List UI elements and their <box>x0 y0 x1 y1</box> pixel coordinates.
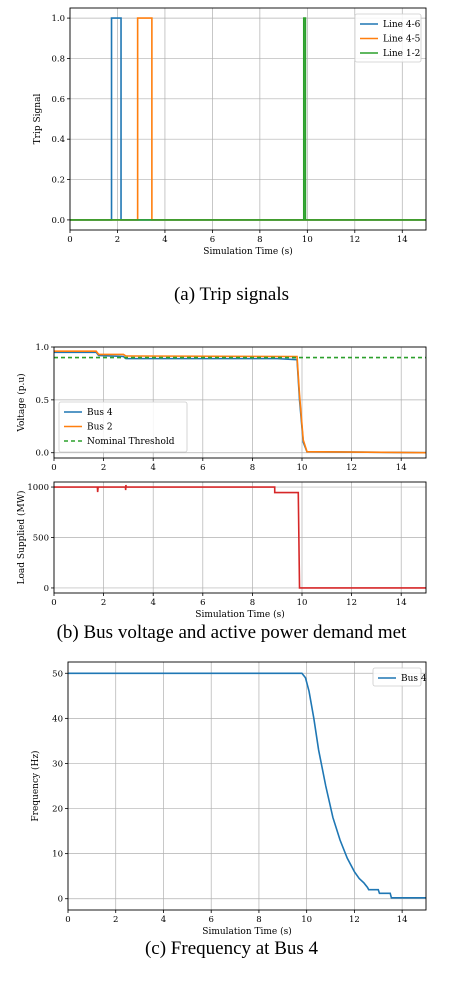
y-tick-label: 1.0 <box>51 14 65 24</box>
x-tick-label: 0 <box>51 463 56 473</box>
legend-box <box>372 667 422 687</box>
series-line-bus-2 <box>54 350 427 454</box>
plot-frame <box>67 661 427 911</box>
x-tick-label: 10 <box>301 915 312 925</box>
y-axis-label: Trip Signal <box>33 94 43 145</box>
plot-frame <box>53 346 427 459</box>
legend-label-line-4-5: Line 4-5 <box>383 35 421 45</box>
x-tick-label: 14 <box>396 598 407 608</box>
x-tick-label: 6 <box>208 915 213 925</box>
x-tick-label: 14 <box>397 235 408 245</box>
caption-bus-voltage: (b) Bus voltage and active power demand … <box>56 622 407 643</box>
load-supplied-chart: 0 2 4 6 8 10 12 14 0 500 1000 Simulation Time (s) Lo… <box>16 481 427 620</box>
x-tick-label: 2 <box>113 915 118 925</box>
grid-lines <box>67 662 426 910</box>
series-line-load-supplied <box>54 484 426 589</box>
plot-frame <box>69 7 427 231</box>
y-tick-label: 0.2 <box>51 176 65 186</box>
x-tick-label: 0 <box>65 915 70 925</box>
frequency-chart: 0 2 4 6 8 10 12 14 0 10 20 30 40 50 Simulation Time (s… <box>30 661 427 937</box>
x-tick-label: 12 <box>346 463 357 473</box>
y-tick-label: 20 <box>52 805 63 815</box>
x-tick-label: 8 <box>250 598 255 608</box>
y-tick-label: 50 <box>52 669 63 679</box>
y-tick-label: 0.6 <box>51 95 65 105</box>
legend-box <box>58 401 188 453</box>
y-tick-label: 0.4 <box>51 135 65 145</box>
x-axis-label: Simulation Time (s) <box>203 246 292 257</box>
y-tick-label: 1000 <box>27 483 49 493</box>
legend-label-bus-2: Bus 2 <box>87 423 113 433</box>
legend-box <box>354 13 422 63</box>
x-tick-label: 4 <box>150 598 155 608</box>
x-tick-label: 6 <box>210 235 215 245</box>
legend-label-line-1-2: Line 1-2 <box>383 49 420 59</box>
y-tick-label: 1.0 <box>35 343 49 353</box>
series-line-bus-4 <box>68 672 426 899</box>
x-tick-label: 12 <box>346 598 357 608</box>
y-axis-label: Load Supplied (MW) <box>16 490 27 584</box>
y-tick-label: 0.0 <box>35 449 49 459</box>
y-tick-label: 500 <box>33 534 49 544</box>
y-tick-label: 40 <box>52 714 63 724</box>
legend-label-line-4-6: Line 4-6 <box>383 20 421 30</box>
y-tick-label: 0 <box>44 584 49 594</box>
x-tick-label: 12 <box>349 915 360 925</box>
x-tick-label: 12 <box>349 235 360 245</box>
x-tick-label: 6 <box>200 598 205 608</box>
x-tick-label: 8 <box>256 915 261 925</box>
x-tick-label: 0 <box>67 235 72 245</box>
legend: Bus 4 <box>372 667 427 687</box>
x-tick-label: 4 <box>162 235 167 245</box>
x-tick-label: 6 <box>200 463 205 473</box>
y-tick-label: 30 <box>52 759 63 769</box>
x-tick-label: 2 <box>101 598 106 608</box>
x-axis-label: Simulation Time (s) <box>202 926 291 937</box>
x-tick-label: 2 <box>101 463 106 473</box>
y-axis-label: Frequency (Hz) <box>30 750 41 821</box>
legend-label-bus-4: Bus 4 <box>401 674 427 684</box>
y-tick-label: 0.8 <box>51 54 65 64</box>
series-line-line-1-2 <box>70 17 426 221</box>
legend: Bus 4 Bus 2 Nominal Threshold <box>58 401 188 453</box>
y-tick-label: 0 <box>58 895 63 905</box>
legend-label-nominal-threshold: Nominal Threshold <box>87 437 175 447</box>
y-tick-label: 10 <box>52 850 63 860</box>
x-axis-label: Simulation Time (s) <box>195 609 284 620</box>
y-tick-label: 0.5 <box>35 396 49 406</box>
grid-lines <box>53 482 426 593</box>
legend-label-bus-4: Bus 4 <box>87 408 113 418</box>
x-tick-label: 14 <box>396 463 407 473</box>
trip-signal-chart: 0 2 4 6 8 10 12 14 0.0 0.2 0.4 0.6 0.8 1.0 Simulation … <box>33 7 427 257</box>
x-tick-label: 14 <box>397 915 408 925</box>
x-tick-label: 8 <box>250 463 255 473</box>
legend: Line 4-6 Line 4-5 Line 1-2 <box>354 13 422 63</box>
x-tick-label: 0 <box>51 598 56 608</box>
x-tick-label: 8 <box>257 235 262 245</box>
x-tick-label: 10 <box>297 463 308 473</box>
x-tick-label: 10 <box>302 235 313 245</box>
x-tick-label: 10 <box>297 598 308 608</box>
caption-frequency: (c) Frequency at Bus 4 <box>144 938 319 959</box>
caption-trip-signals: (a) Trip signals <box>173 284 290 305</box>
y-axis-label: Voltage (p.u) <box>16 373 27 432</box>
x-tick-label: 4 <box>150 463 155 473</box>
x-tick-label: 2 <box>115 235 120 245</box>
y-tick-label: 0.0 <box>51 216 65 226</box>
x-tick-label: 4 <box>161 915 166 925</box>
